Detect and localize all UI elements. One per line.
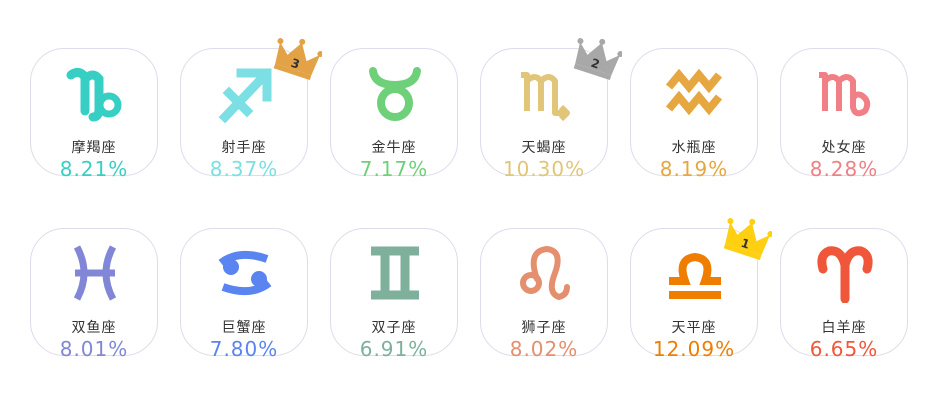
zodiac-card-aquarius[interactable]: 水瓶座 8.19% (630, 48, 758, 181)
zodiac-name: 双子座 (371, 320, 417, 336)
zodiac-card-cancer[interactable]: 巨蟹座 7.80% (180, 228, 308, 361)
zodiac-percent: 8.19% (659, 157, 729, 181)
zodiac-percent: 6.91% (359, 337, 429, 361)
crown-rank-label: 3 (289, 56, 301, 72)
crown-rank-3-icon: 3 (273, 38, 322, 80)
zodiac-name: 水瓶座 (671, 140, 717, 156)
crown-rank-2-icon: 2 (573, 38, 622, 80)
taurus-icon (369, 67, 421, 121)
zodiac-name: 射手座 (221, 140, 267, 156)
capricorn-icon (66, 67, 122, 122)
aries-icon (817, 246, 873, 303)
zodiac-name: 处女座 (821, 140, 867, 156)
pisces-icon (73, 245, 117, 301)
zodiac-percent: 12.09% (652, 337, 736, 361)
sagittarius-icon (218, 68, 272, 123)
cancer-icon (218, 250, 272, 296)
zodiac-name: 天平座 (671, 320, 717, 336)
zodiac-name: 白羊座 (821, 320, 867, 336)
crown-rank-label: 2 (589, 56, 601, 72)
aquarius-icon (665, 68, 723, 116)
zodiac-percent: 8.28% (809, 157, 879, 181)
zodiac-card-leo[interactable]: 狮子座 8.02% (480, 228, 608, 361)
zodiac-card-pisces[interactable]: 双鱼座 8.01% (30, 228, 158, 361)
libra-icon (669, 252, 721, 299)
virgo-icon (819, 72, 871, 117)
zodiac-percent: 7.17% (359, 157, 429, 181)
zodiac-card-virgo[interactable]: 处女座 8.28% (780, 48, 908, 181)
zodiac-card-libra[interactable]: 天平座 12.09% (630, 228, 758, 361)
zodiac-card-gemini[interactable]: 双子座 6.91% (330, 228, 458, 361)
zodiac-percent: 8.21% (59, 157, 129, 181)
zodiac-card-taurus[interactable]: 金牛座 7.17% (330, 48, 458, 181)
zodiac-name: 金牛座 (371, 140, 417, 156)
gemini-icon (371, 246, 419, 300)
zodiac-percent: 8.02% (509, 337, 579, 361)
zodiac-name: 狮子座 (521, 320, 567, 336)
zodiac-percent: 8.37% (209, 157, 279, 181)
zodiac-percent: 6.65% (809, 337, 879, 361)
zodiac-name: 双鱼座 (71, 320, 117, 336)
zodiac-percent: 7.80% (209, 337, 279, 361)
zodiac-card-aries[interactable]: 白羊座 6.65% (780, 228, 908, 361)
crown-rank-1-icon: 1 (723, 218, 772, 260)
zodiac-name: 摩羯座 (71, 140, 117, 156)
crown-rank-label: 1 (739, 236, 751, 252)
zodiac-percent: 8.01% (59, 337, 129, 361)
scorpio-icon (521, 72, 570, 122)
zodiac-name: 巨蟹座 (221, 320, 267, 336)
zodiac-card-scorpio[interactable]: 天蝎座 10.30% (480, 48, 608, 181)
zodiac-card-capricorn[interactable]: 摩羯座 8.21% (30, 48, 158, 181)
leo-icon (520, 245, 570, 301)
zodiac-name: 天蝎座 (521, 140, 567, 156)
zodiac-percent: 10.30% (502, 157, 586, 181)
